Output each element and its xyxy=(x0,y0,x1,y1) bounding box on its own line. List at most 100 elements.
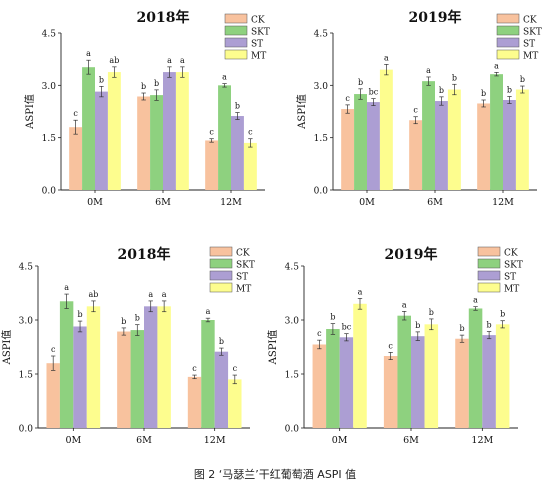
significance-label: b xyxy=(99,75,104,84)
y-tick-label: 0.0 xyxy=(285,425,300,435)
legend-swatch-mt xyxy=(209,282,233,293)
legend-label-skt: SKT xyxy=(504,261,523,271)
significance-label: b xyxy=(500,310,505,319)
legend-label-ck: CK xyxy=(523,16,537,26)
significance-label: a xyxy=(222,73,227,82)
significance-label: b xyxy=(452,73,457,82)
significance-label: b xyxy=(358,78,363,87)
y-tick-label: 0.0 xyxy=(42,187,57,197)
y-axis-label: ASPI值 xyxy=(295,94,308,130)
chart-title: 2019年 xyxy=(385,246,438,263)
bar-st-12m xyxy=(482,335,496,428)
significance-label: b xyxy=(459,324,464,333)
y-tick-label: 1.5 xyxy=(285,371,300,381)
legend-swatch-mt xyxy=(477,282,501,293)
y-tick-label: 0.0 xyxy=(314,187,329,197)
legend-label-st: ST xyxy=(523,40,535,50)
significance-label: b xyxy=(121,317,126,326)
bar-st-0m xyxy=(367,102,380,190)
bar-skt-12m xyxy=(468,308,483,428)
bar-st-12m xyxy=(231,116,244,190)
x-tick-label: 0M xyxy=(332,435,348,446)
significance-label: bc xyxy=(369,88,379,97)
significance-label: b xyxy=(507,85,512,94)
significance-label: a xyxy=(358,287,363,296)
significance-label: c xyxy=(413,106,418,115)
legend-label-mt: MT xyxy=(236,285,251,295)
legend-label-skt: SKT xyxy=(523,28,542,38)
y-tick-label: 0.0 xyxy=(19,425,34,435)
y-axis-label: ASPI值 xyxy=(266,330,279,366)
bar-mt-0m xyxy=(353,303,367,428)
significance-label: a xyxy=(402,300,407,309)
bar-st-6m xyxy=(144,306,158,428)
significance-label: a xyxy=(148,290,153,299)
bar-ck-0m xyxy=(312,344,327,428)
bar-ck-12m xyxy=(205,140,219,190)
bar-mt-12m xyxy=(515,89,529,190)
bar-mt-0m xyxy=(86,306,101,428)
significance-label: b xyxy=(481,89,486,98)
chart-title: 2019年 xyxy=(409,9,462,26)
bar-ck-12m xyxy=(187,376,202,428)
legend-label-skt: SKT xyxy=(236,261,255,271)
y-tick-label: 3.0 xyxy=(314,82,329,92)
bar-st-0m xyxy=(73,326,87,428)
significance-label: c xyxy=(73,109,78,118)
bar-st-6m xyxy=(411,336,425,428)
significance-label: a xyxy=(64,283,69,292)
significance-label: a xyxy=(473,296,478,305)
legend-label-mt: MT xyxy=(523,52,538,62)
bar-skt-6m xyxy=(422,81,435,190)
y-tick-label: 4.5 xyxy=(314,30,329,40)
bar-skt-0m xyxy=(82,67,95,190)
bar-ck-6m xyxy=(383,356,398,428)
significance-label: b xyxy=(235,102,240,111)
bar-mt-6m xyxy=(157,306,171,428)
bar-skt-6m xyxy=(150,95,163,190)
bar-skt-12m xyxy=(201,320,215,428)
significance-label: a xyxy=(206,307,211,316)
bar-mt-6m xyxy=(447,89,461,190)
significance-label: b xyxy=(520,75,525,84)
significance-label: b xyxy=(154,79,159,88)
y-tick-label: 1.5 xyxy=(42,134,57,144)
bar-st-12m xyxy=(503,99,516,190)
bar-ck-0m xyxy=(341,109,355,190)
legend-swatch-skt xyxy=(477,258,501,269)
y-axis-label: ASPI值 xyxy=(23,94,36,130)
significance-label: a xyxy=(180,56,185,65)
bar-ck-6m xyxy=(137,96,151,190)
significance-label: b xyxy=(487,321,492,330)
legend-swatch-ck xyxy=(496,13,520,24)
legend-label-ck: CK xyxy=(251,16,265,26)
significance-label: c xyxy=(192,364,197,373)
significance-label: b xyxy=(77,310,82,319)
bar-mt-12m xyxy=(243,142,257,190)
significance-label: c xyxy=(345,94,350,103)
significance-label: a xyxy=(167,56,172,65)
legend-label-ck: CK xyxy=(504,249,518,259)
x-tick-label: 12M xyxy=(204,435,226,446)
significance-label: b xyxy=(429,308,434,317)
bar-ck-6m xyxy=(117,331,131,428)
chart-panel-2019-top: 2019年ASPI值0.01.53.04.5cbbca0Mcabb6Mbabb1… xyxy=(295,9,542,208)
bar-skt-6m xyxy=(397,315,411,428)
bar-mt-6m xyxy=(424,324,439,428)
bar-skt-0m xyxy=(326,329,340,428)
significance-label: c xyxy=(233,364,238,373)
significance-label: b xyxy=(219,337,224,346)
significance-label: c xyxy=(248,128,253,137)
bar-mt-0m xyxy=(107,72,121,190)
x-tick-label: 6M xyxy=(136,435,152,446)
bar-st-6m xyxy=(435,101,448,190)
significance-label: b xyxy=(141,82,146,91)
y-tick-label: 3.0 xyxy=(19,317,34,327)
legend-swatch-st xyxy=(209,270,233,281)
x-tick-label: 12M xyxy=(492,197,514,208)
significance-label: c xyxy=(209,128,214,137)
significance-label: b xyxy=(415,321,420,330)
